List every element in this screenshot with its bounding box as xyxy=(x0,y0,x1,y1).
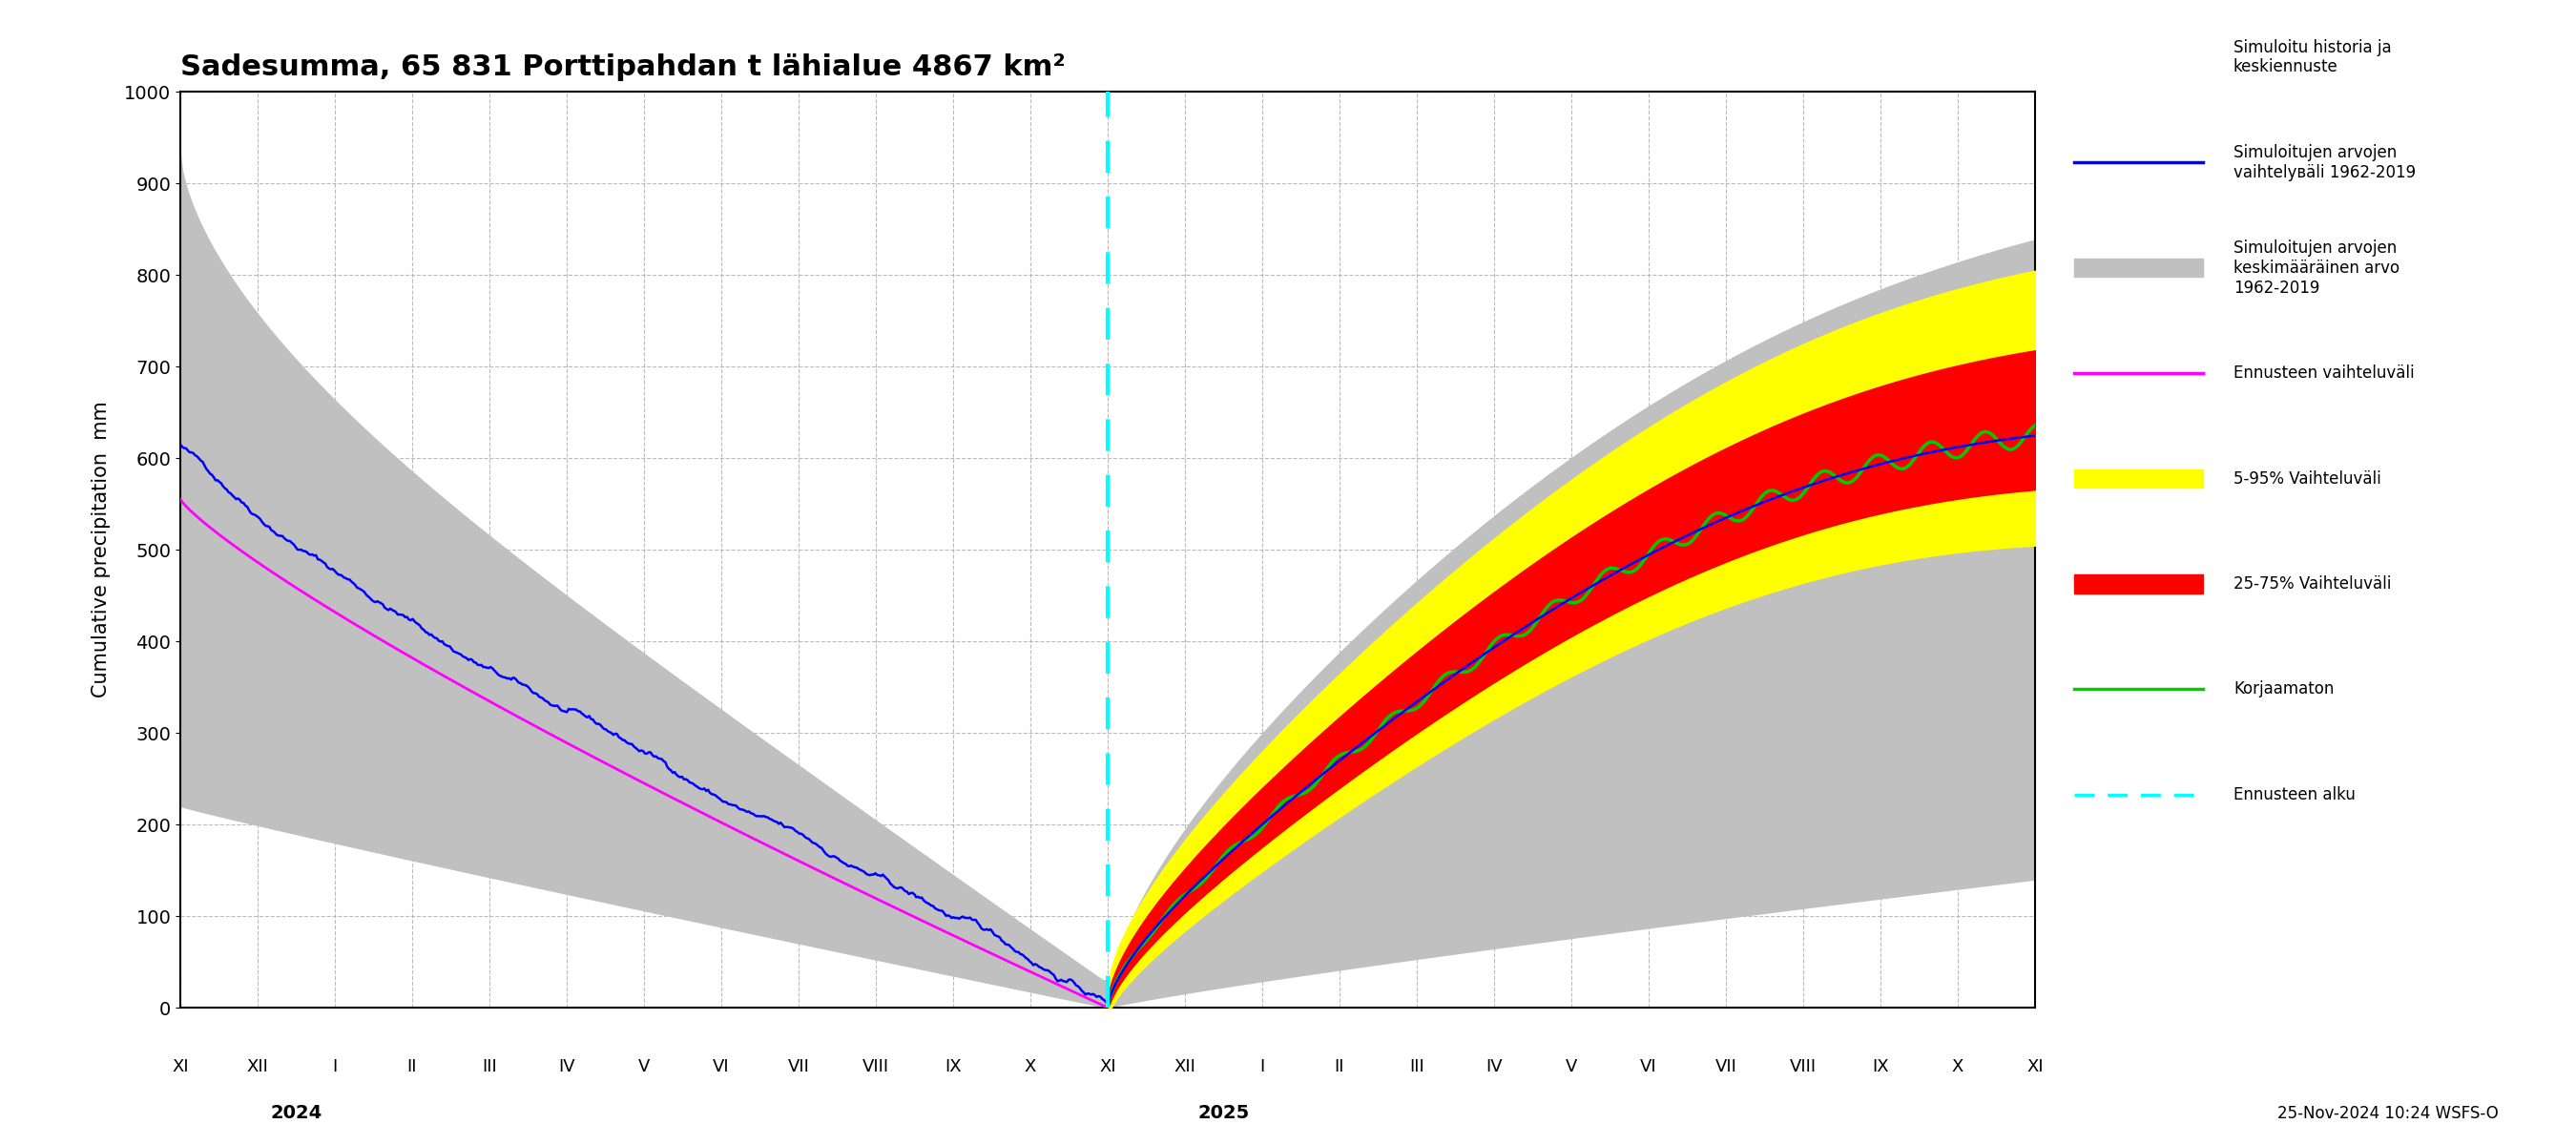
Text: V: V xyxy=(639,1058,649,1075)
Text: V: V xyxy=(1566,1058,1577,1075)
Text: VII: VII xyxy=(788,1058,809,1075)
Text: Ennusteen vaihteluväli: Ennusteen vaihteluväli xyxy=(2233,364,2414,382)
Text: IX: IX xyxy=(1873,1058,1888,1075)
Text: XI: XI xyxy=(1100,1058,1115,1075)
Text: Simuloitujen arvojen
vaihtelувäli 1962-2019: Simuloitujen arvojen vaihtelувäli 1962-2… xyxy=(2233,144,2416,181)
Text: X: X xyxy=(1953,1058,1963,1075)
Text: XI: XI xyxy=(173,1058,188,1075)
Text: VIII: VIII xyxy=(1790,1058,1816,1075)
Text: VI: VI xyxy=(1641,1058,1656,1075)
Text: 2025: 2025 xyxy=(1198,1104,1249,1122)
Text: II: II xyxy=(1334,1058,1345,1075)
Text: Simuloitujen arvojen
keskimääräinen arvo
1962-2019: Simuloitujen arvojen keskimääräinen arvo… xyxy=(2233,239,2398,297)
Text: VII: VII xyxy=(1716,1058,1736,1075)
Text: 25-Nov-2024 10:24 WSFS-O: 25-Nov-2024 10:24 WSFS-O xyxy=(2277,1105,2499,1122)
Text: VIII: VIII xyxy=(863,1058,889,1075)
Text: III: III xyxy=(1409,1058,1425,1075)
Text: X: X xyxy=(1025,1058,1036,1075)
Text: 25-75% Vaihteluväli: 25-75% Vaihteluväli xyxy=(2233,575,2391,593)
Text: Sadesumma, 65 831 Porttipahdan t lähialue 4867 km²: Sadesumma, 65 831 Porttipahdan t lähialu… xyxy=(180,54,1066,81)
Text: I: I xyxy=(332,1058,337,1075)
Y-axis label: Cumulative precipitation  mm: Cumulative precipitation mm xyxy=(93,402,111,697)
Text: Ennusteen alku: Ennusteen alku xyxy=(2233,787,2354,804)
Text: IX: IX xyxy=(945,1058,961,1075)
Text: XII: XII xyxy=(1175,1058,1195,1075)
Text: III: III xyxy=(482,1058,497,1075)
Text: Simuloitu historia ja
keskiennuste: Simuloitu historia ja keskiennuste xyxy=(2233,39,2391,76)
Text: I: I xyxy=(1260,1058,1265,1075)
Text: IV: IV xyxy=(1486,1058,1502,1075)
Text: 5-95% Vaihteluväli: 5-95% Vaihteluväli xyxy=(2233,469,2380,488)
Text: II: II xyxy=(407,1058,417,1075)
Text: IV: IV xyxy=(559,1058,574,1075)
Text: VI: VI xyxy=(714,1058,729,1075)
Text: XI: XI xyxy=(2027,1058,2043,1075)
Text: 2024: 2024 xyxy=(270,1104,322,1122)
Text: XII: XII xyxy=(247,1058,268,1075)
Text: Korjaamaton: Korjaamaton xyxy=(2233,680,2334,698)
